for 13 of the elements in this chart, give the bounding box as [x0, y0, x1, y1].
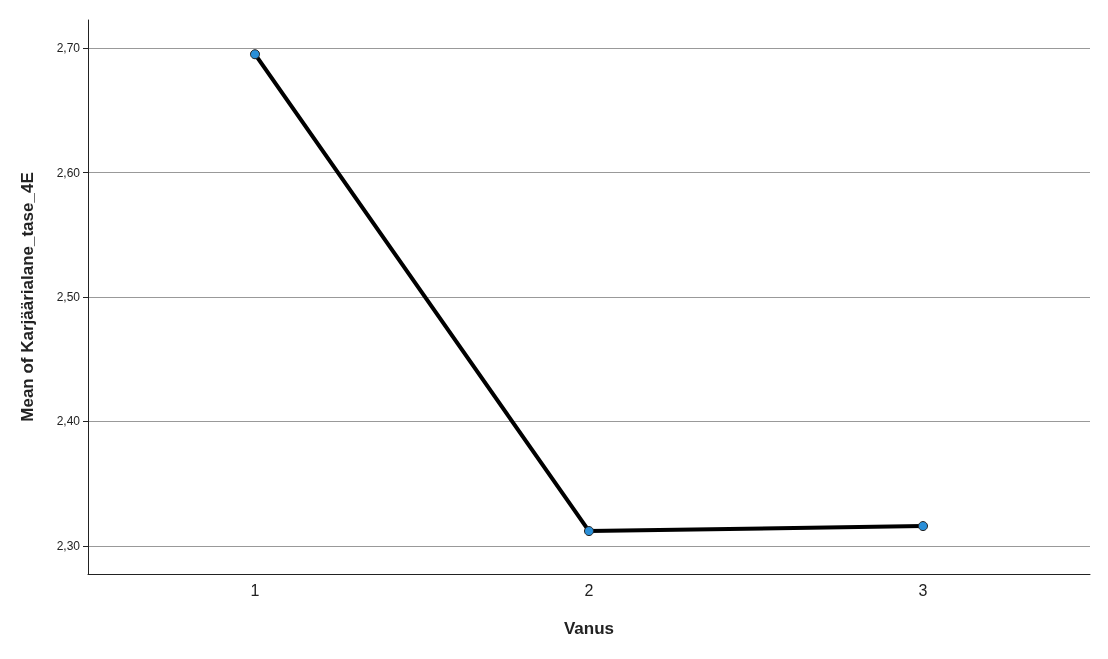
y-tick-label: 2,40: [56, 414, 81, 429]
y-tick-label: 2,60: [56, 165, 81, 180]
x-tick-label: 2: [584, 581, 594, 599]
point: [918, 521, 928, 532]
x-tick-label: 3: [918, 581, 928, 599]
point: [250, 49, 260, 60]
point: [584, 526, 594, 537]
y-tick-label: 2,30: [56, 538, 81, 553]
x-axis-title: Vanus: [563, 619, 615, 638]
y-axis-title: Mean of Karjäärialane_tase_4E: [18, 172, 37, 422]
y-tick-label: 2,50: [56, 290, 81, 304]
y-tick-label: 2,70: [56, 41, 81, 56]
x-tick-label: 1: [250, 581, 260, 599]
